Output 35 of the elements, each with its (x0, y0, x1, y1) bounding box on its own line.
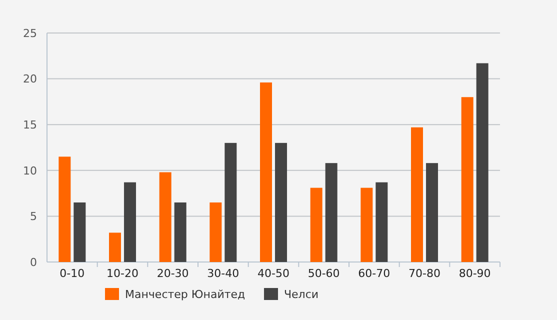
y-tick-label: 5 (30, 210, 37, 224)
bar (461, 97, 474, 262)
bar (74, 202, 86, 262)
bar (476, 63, 488, 262)
x-tick-label: 30-40 (207, 267, 240, 280)
legend-label: Челси (284, 288, 319, 301)
bar (224, 142, 237, 262)
y-tick-label: 15 (23, 118, 37, 132)
x-tick-label: 60-70 (358, 267, 390, 280)
bar (159, 172, 172, 262)
y-tick-label: 20 (23, 72, 37, 86)
x-tick-label: 80-90 (458, 267, 491, 280)
x-tick-label: 20-30 (156, 267, 189, 280)
bar (260, 82, 272, 262)
x-tick-label: 50-60 (308, 267, 340, 280)
bar (109, 232, 121, 262)
bar (325, 163, 338, 262)
bar (58, 156, 71, 262)
x-tick-label: 0-10 (60, 267, 85, 280)
y-tick-label: 10 (23, 164, 37, 178)
bar (360, 188, 373, 262)
bar (275, 142, 287, 262)
legend-label: Манчестер Юнайтед (125, 288, 246, 301)
bar (210, 202, 222, 262)
bar (411, 127, 423, 262)
bar (426, 163, 438, 262)
y-tick-label: 0 (30, 256, 37, 269)
bar (174, 202, 186, 262)
bar (124, 182, 136, 262)
bar (376, 182, 388, 262)
bar (310, 188, 322, 262)
x-tick-label: 10-20 (106, 267, 138, 280)
x-tick-label: 40-50 (258, 267, 290, 280)
x-tick-label: 70-80 (408, 267, 440, 280)
y-tick-label: 25 (23, 26, 37, 40)
